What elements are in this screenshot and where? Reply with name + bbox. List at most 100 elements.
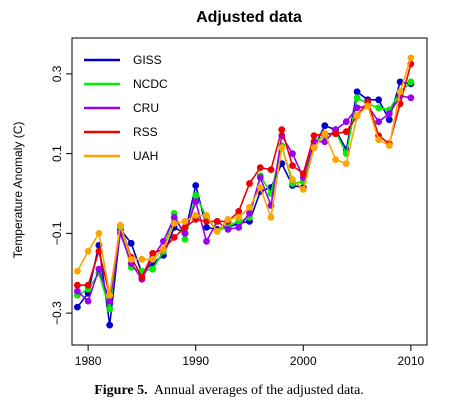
y-tick-label: −0.1 <box>50 221 64 245</box>
caption-label: Figure 5. <box>94 383 148 398</box>
data-point <box>246 204 253 211</box>
data-point <box>385 110 393 118</box>
data-point <box>375 104 382 112</box>
legend-label-cru: CRU <box>133 101 159 115</box>
data-point <box>127 239 135 247</box>
data-point <box>84 247 92 255</box>
legend-label-rss: RSS <box>133 125 158 139</box>
data-point <box>95 247 103 255</box>
data-point <box>213 228 221 235</box>
data-point <box>235 208 243 215</box>
data-point <box>321 138 329 146</box>
data-point <box>321 122 329 130</box>
data-point <box>192 182 200 189</box>
data-point <box>256 174 264 181</box>
data-point <box>106 291 114 299</box>
data-point <box>84 281 92 289</box>
data-point <box>310 132 318 140</box>
x-tick-label: 1990 <box>182 354 209 368</box>
y-axis-ticks: −0.3 −0.1 0.1 0.3 <box>50 65 72 325</box>
y-axis-label: Temperature Anomaly (C) <box>11 122 25 259</box>
x-tick-label: 2010 <box>398 354 425 368</box>
plot-frame <box>71 37 428 346</box>
data-point <box>396 88 404 96</box>
data-point <box>256 184 264 191</box>
data-point <box>235 224 243 231</box>
data-point <box>224 226 232 233</box>
legend-label-giss: GISS <box>133 53 162 67</box>
data-point <box>203 218 210 225</box>
figure-caption: Figure 5. Annual averages of the adjuste… <box>0 383 458 399</box>
data-point <box>353 88 361 96</box>
data-point <box>342 128 350 136</box>
x-tick-label: 2000 <box>290 354 317 368</box>
series-uah <box>74 54 415 299</box>
data-point <box>160 237 167 245</box>
data-point <box>278 126 286 134</box>
data-point <box>375 136 382 144</box>
data-point <box>407 94 415 102</box>
data-point <box>149 265 157 273</box>
data-point <box>74 281 81 289</box>
data-point <box>106 297 114 305</box>
data-point <box>138 273 146 281</box>
data-point <box>396 78 404 86</box>
data-point <box>353 112 361 120</box>
data-point <box>181 224 189 231</box>
series-line-uah <box>76 57 412 297</box>
data-point <box>364 102 372 110</box>
series-layer <box>74 54 415 329</box>
data-point <box>246 180 253 187</box>
data-point <box>138 255 146 263</box>
data-point <box>192 198 200 205</box>
data-point <box>299 186 307 193</box>
y-tick-label: 0.3 <box>50 65 64 82</box>
data-point <box>203 237 210 245</box>
data-point <box>375 96 382 104</box>
data-point <box>84 297 92 305</box>
data-point <box>342 118 350 126</box>
data-point <box>170 220 178 227</box>
data-point <box>192 212 200 219</box>
data-point <box>289 162 296 170</box>
data-point <box>407 78 415 86</box>
data-point <box>117 222 124 229</box>
y-tick-label: −0.3 <box>50 301 64 325</box>
data-point <box>181 218 189 225</box>
data-point <box>170 234 178 241</box>
data-point <box>149 255 157 263</box>
data-point <box>235 214 243 221</box>
data-point <box>181 235 189 243</box>
data-point <box>149 249 157 257</box>
data-point <box>375 118 382 126</box>
series-line-giss <box>76 81 412 326</box>
legend-label-ncdc: NCDC <box>133 77 168 91</box>
chart-title: Adjusted data <box>196 9 302 26</box>
data-point <box>332 130 339 138</box>
data-point <box>267 214 275 221</box>
data-point <box>407 54 415 62</box>
data-point <box>74 303 81 311</box>
data-point <box>385 142 393 150</box>
data-point <box>310 144 318 152</box>
y-tick-label: 0.1 <box>50 145 64 162</box>
data-point <box>342 160 350 168</box>
data-point <box>127 255 135 263</box>
data-point <box>74 287 81 295</box>
data-point <box>289 150 296 158</box>
series-giss <box>74 78 415 329</box>
data-point <box>385 116 393 124</box>
data-point <box>203 224 210 231</box>
data-point <box>192 192 200 199</box>
data-point <box>106 305 114 313</box>
data-point <box>181 230 189 237</box>
data-point <box>278 144 286 152</box>
data-point <box>203 212 210 219</box>
caption-text: Annual averages of the adjusted data. <box>153 383 364 398</box>
data-point <box>321 130 329 138</box>
data-point <box>267 166 275 174</box>
data-point <box>160 245 167 253</box>
x-axis-ticks: 1980 1990 2000 2010 <box>75 345 425 368</box>
legend-label-uah: UAH <box>133 149 158 163</box>
